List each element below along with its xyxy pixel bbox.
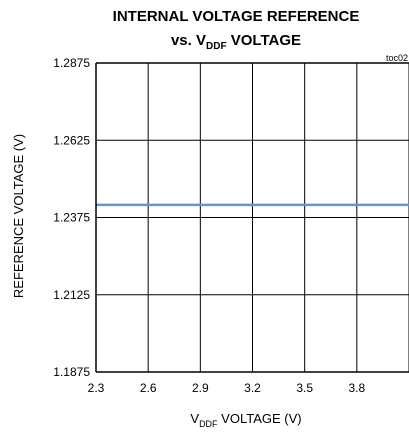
y-tick-label: 1.2375 <box>53 211 90 225</box>
grid <box>96 63 409 372</box>
x-tick-label: 2.9 <box>192 381 209 395</box>
axes <box>95 62 409 373</box>
x-axis-label: VDDF VOLTAGE (V) <box>190 411 301 429</box>
figure-tag: toc02 <box>386 53 408 63</box>
x-tick-label: 3.2 <box>244 381 261 395</box>
title-suffix: VOLTAGE <box>227 32 301 49</box>
chart-title-line-2: vs. VDDF VOLTAGE <box>171 32 301 52</box>
y-axis-label: REFERENCE VOLTAGE (V) <box>11 134 26 298</box>
tick-labels: 2.3 2.6 2.9 3.2 3.5 3.8 1.2875 1.2625 1.2375 1.21… <box>53 56 365 395</box>
y-tick-label: 1.2875 <box>53 56 90 70</box>
chart-title-line-1: INTERNAL VOLTAGE REFERENCE <box>113 8 360 25</box>
y-tick-label: 1.1875 <box>53 365 90 379</box>
title-subscript: DDF <box>206 41 227 52</box>
xlabel-prefix: V <box>190 411 199 426</box>
y-tick-label: 1.2625 <box>53 133 90 147</box>
x-tick-label: 2.6 <box>140 381 157 395</box>
xlabel-subscript: DDF <box>199 419 218 429</box>
x-tick-label: 3.8 <box>348 381 365 395</box>
y-tick-label: 1.2125 <box>53 288 90 302</box>
xlabel-suffix: VOLTAGE (V) <box>218 411 302 426</box>
title-prefix: vs. V <box>171 32 206 49</box>
x-tick-label: 2.3 <box>88 381 105 395</box>
x-tick-label: 3.5 <box>296 381 313 395</box>
